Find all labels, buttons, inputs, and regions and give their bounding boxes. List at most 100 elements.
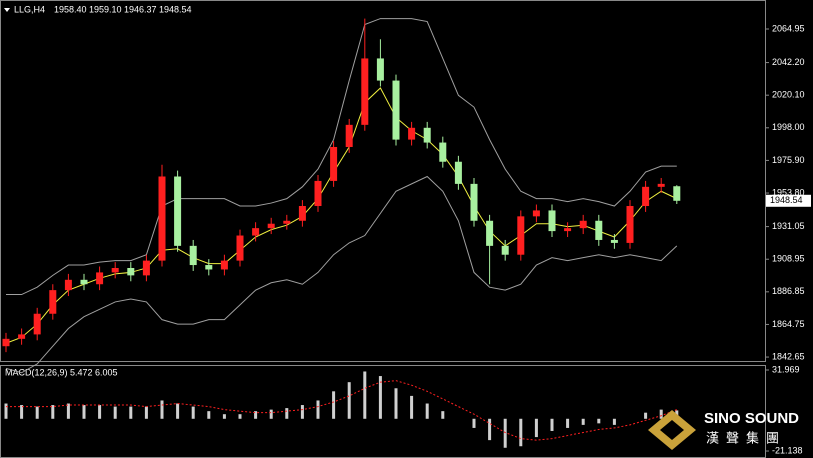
candle-body	[220, 260, 228, 270]
macd-bar	[82, 405, 86, 419]
macd-bar	[534, 418, 538, 438]
y-tick-label: -21.138	[772, 445, 803, 455]
macd-bar	[644, 412, 648, 419]
macd-bar	[425, 403, 429, 419]
macd-bar	[113, 406, 117, 419]
macd-bar	[347, 382, 351, 419]
candle-body	[564, 228, 572, 232]
candle-body	[579, 220, 587, 229]
candle-body	[111, 267, 119, 273]
candle-body	[2, 338, 10, 347]
candle-body	[501, 245, 509, 255]
candle-body	[361, 58, 369, 125]
candle-body	[205, 265, 213, 270]
candle-body	[392, 80, 400, 140]
last-price-label: 1948.54	[770, 195, 803, 205]
candle-body	[158, 176, 166, 261]
macd-bar	[597, 418, 601, 424]
y-tick-label: 1931.05	[772, 221, 805, 231]
candle-body	[439, 142, 447, 162]
macd-bar	[300, 405, 304, 419]
candle-body	[33, 313, 41, 335]
macd-bar	[332, 391, 336, 419]
macd-bar	[488, 418, 492, 441]
candle-body	[236, 235, 244, 261]
macd-bar	[35, 406, 39, 419]
macd-bar	[581, 418, 585, 425]
candle-body	[252, 228, 260, 236]
macd-bar	[410, 395, 414, 419]
candle-body	[532, 210, 540, 217]
candle-body	[267, 223, 275, 229]
candle-body	[595, 220, 603, 240]
macd-bar	[254, 411, 258, 419]
candle-body	[283, 220, 291, 224]
y-tick-label: 1998.00	[772, 122, 805, 132]
candle-body	[486, 220, 494, 246]
ohlc-close: 1948.54	[159, 4, 192, 14]
candle-body	[80, 279, 88, 285]
logo-subtitle: 漢聲集團	[706, 430, 786, 445]
candle-body	[314, 180, 322, 207]
macd-bar	[4, 403, 8, 419]
macd-bar	[238, 414, 242, 419]
bollinger-band	[6, 18, 677, 296]
candle-body	[517, 216, 525, 255]
candle-body	[330, 146, 338, 181]
macd-bar	[144, 406, 148, 419]
candle-body	[642, 186, 650, 207]
macd-bar	[129, 406, 133, 419]
ohlc-header: 1958.40 1959.10 1946.37 1948.54	[54, 4, 192, 14]
candle-body	[657, 183, 665, 187]
candle-body	[673, 186, 681, 201]
candle-body	[408, 127, 416, 140]
candle-body	[345, 124, 353, 147]
candle-body	[96, 272, 104, 285]
macd-bar	[503, 418, 507, 448]
y-tick-label: 2020.10	[772, 90, 805, 100]
candle-body	[127, 267, 135, 276]
candle-body	[18, 334, 26, 339]
y-tick-label: 1886.85	[772, 286, 805, 296]
candle-body	[174, 176, 182, 246]
y-tick-label: 31.969	[772, 364, 800, 374]
menu-arrow	[4, 8, 10, 12]
y-tick-label: 1864.75	[772, 319, 805, 329]
macd-bar	[222, 414, 226, 419]
candle-body	[610, 239, 618, 243]
candle-body	[626, 206, 634, 243]
macd-bar	[550, 418, 554, 431]
last-price-box	[766, 194, 811, 207]
candle-body	[142, 260, 150, 276]
candle-body	[49, 290, 57, 314]
macd-bar	[394, 388, 398, 419]
candle-body	[64, 279, 72, 291]
logo-name: SINO SOUND	[704, 410, 799, 427]
macd-bar	[20, 405, 24, 419]
macd-title: MACD(12,26,9) 5.472 6.005	[5, 367, 118, 377]
y-tick-label: 1842.65	[772, 351, 805, 361]
macd-bar	[566, 418, 570, 428]
symbol-title: LLG,H4	[14, 4, 45, 14]
ohlc-open: 1958.40	[54, 4, 87, 14]
ohlc-low: 1946.37	[124, 4, 157, 14]
macd-bar	[316, 400, 320, 419]
candle-body	[548, 210, 556, 232]
macd-signal	[6, 380, 677, 441]
candle-body	[423, 127, 431, 143]
main-panel-border	[0, 0, 766, 362]
y-tick-label: 1953.80	[772, 187, 805, 197]
macd-bar	[269, 409, 273, 419]
candle-body	[470, 183, 478, 221]
macd-bar	[98, 405, 102, 419]
moving-average	[5, 87, 678, 344]
logo: SINO SOUND 漢聲集團	[648, 410, 799, 450]
macd-bar	[519, 418, 523, 447]
ohlc-high: 1959.10	[89, 4, 122, 14]
candle-body	[189, 245, 197, 266]
candle-body	[376, 58, 384, 81]
macd-bar	[378, 376, 382, 419]
candle-body	[298, 206, 306, 221]
